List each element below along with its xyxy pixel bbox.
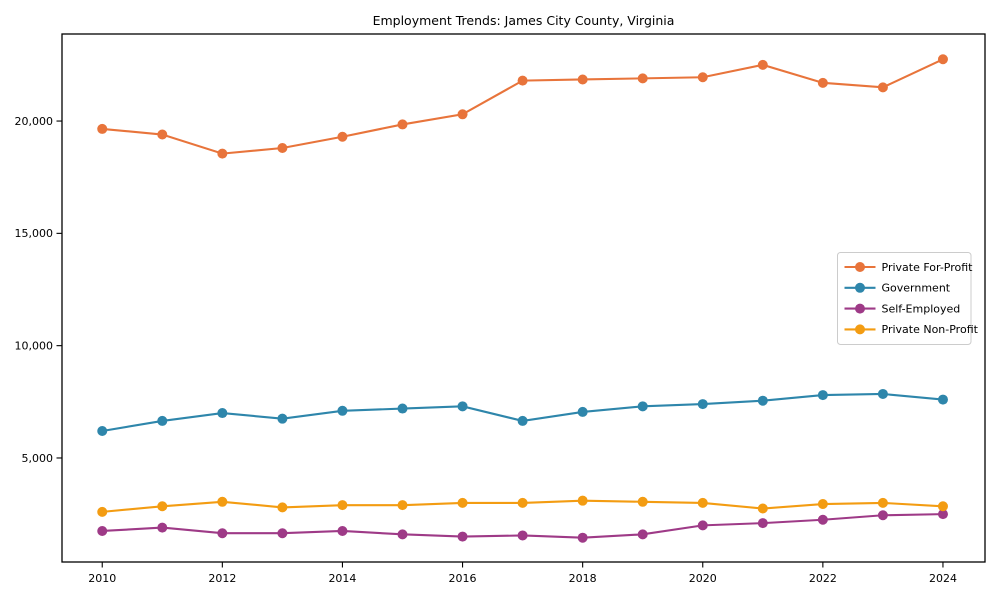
data-point-government-2022 (817, 390, 828, 401)
data-point-private-for-profit-2020 (697, 72, 708, 83)
data-point-government-2021 (757, 395, 768, 406)
data-point-government-2014 (337, 405, 348, 416)
data-point-private-for-profit-2011 (157, 129, 168, 140)
y-axis: 5,000 10,000 15,000 20,000 (15, 115, 62, 465)
data-point-private-for-profit-2019 (637, 73, 648, 84)
data-point-government-2024 (937, 394, 948, 405)
data-point-private-for-profit-2015 (397, 119, 408, 130)
data-point-private-non-profit-2024 (937, 501, 948, 512)
data-point-government-2018 (577, 406, 588, 417)
x-tick-label: 2016 (449, 572, 477, 585)
data-point-private-non-profit-2019 (637, 496, 648, 507)
data-point-private-non-profit-2010 (97, 506, 108, 517)
data-point-private-for-profit-2021 (757, 59, 768, 70)
legend-marker-private-for-profit (855, 262, 865, 272)
legend-box (837, 252, 972, 345)
data-point-self-employed-2014 (337, 525, 348, 536)
data-point-self-employed-2012 (217, 528, 228, 539)
legend-label-government: Government (882, 282, 951, 295)
data-point-self-employed-2019 (637, 529, 648, 540)
data-point-private-non-profit-2012 (217, 496, 228, 507)
legend-marker-government (855, 282, 865, 293)
legend: Private For-Profit Government Self-Employe… (837, 252, 979, 345)
data-point-government-2019 (637, 401, 648, 412)
x-tick-label: 2024 (929, 572, 957, 585)
y-tick-label: 20,000 (15, 115, 54, 128)
x-tick-label: 2022 (809, 572, 837, 585)
x-tick-label: 2018 (569, 572, 597, 585)
data-point-private-non-profit-2021 (757, 503, 768, 514)
data-point-self-employed-2010 (97, 525, 108, 536)
x-tick-label: 2010 (88, 572, 116, 585)
data-point-self-employed-2022 (817, 514, 828, 525)
data-point-self-employed-2024 (937, 509, 948, 520)
data-point-private-for-profit-2022 (817, 77, 828, 88)
plot-area-border (61, 33, 986, 563)
data-point-private-for-profit-2013 (277, 142, 288, 153)
data-point-private-non-profit-2018 (577, 495, 588, 506)
legend-label-private-for-profit: Private For-Profit (882, 261, 974, 274)
legend-label-self-employed: Self-Employed (882, 302, 961, 315)
data-point-private-non-profit-2014 (337, 500, 348, 511)
plot-border (61, 33, 986, 563)
data-point-government-2016 (457, 401, 468, 412)
data-point-government-2023 (877, 388, 888, 399)
data-point-self-employed-2021 (757, 518, 768, 529)
x-tick-label: 2014 (328, 572, 356, 585)
y-tick-label: 5,000 (22, 452, 54, 465)
data-point-private-for-profit-2017 (517, 75, 528, 86)
data-point-private-for-profit-2012 (217, 148, 228, 159)
data-point-self-employed-2016 (457, 531, 468, 542)
legend-marker-private-non-profit (855, 324, 865, 335)
data-point-private-non-profit-2020 (697, 497, 708, 508)
data-point-government-2020 (697, 399, 708, 410)
data-point-self-employed-2017 (517, 530, 528, 541)
legend-label-private-non-profit: Private Non-Profit (882, 323, 979, 336)
data-series (97, 54, 948, 543)
data-point-government-2015 (397, 403, 408, 414)
data-point-self-employed-2013 (277, 528, 288, 539)
data-point-private-for-profit-2024 (937, 54, 948, 65)
data-point-government-2010 (97, 426, 108, 437)
data-point-self-employed-2018 (577, 532, 588, 543)
data-point-government-2012 (217, 408, 228, 419)
data-point-self-employed-2020 (697, 520, 708, 531)
data-point-private-for-profit-2018 (577, 74, 588, 85)
data-point-private-for-profit-2010 (97, 123, 108, 134)
y-tick-label: 10,000 (15, 339, 54, 352)
legend-marker-self-employed (855, 303, 865, 314)
data-point-private-non-profit-2013 (277, 502, 288, 513)
data-point-private-non-profit-2023 (877, 497, 888, 508)
data-point-self-employed-2015 (397, 529, 408, 540)
x-tick-label: 2020 (689, 572, 717, 585)
chart-title: Employment Trends: James City County, Vi… (373, 13, 675, 28)
y-tick-label: 15,000 (15, 227, 54, 240)
data-point-private-for-profit-2016 (457, 109, 468, 120)
data-point-private-non-profit-2022 (817, 499, 828, 510)
data-point-private-for-profit-2023 (877, 82, 888, 93)
data-point-private-non-profit-2011 (157, 501, 168, 512)
data-point-private-non-profit-2016 (457, 497, 468, 508)
data-point-government-2013 (277, 413, 288, 424)
x-axis: 2010 2012 2014 2016 2018 2020 2022 2024 (88, 562, 957, 585)
data-point-self-employed-2023 (877, 510, 888, 521)
data-point-government-2011 (157, 415, 168, 426)
data-point-private-non-profit-2015 (397, 500, 408, 511)
data-point-government-2017 (517, 415, 528, 426)
series-line-private-for-profit (101, 58, 945, 155)
data-point-private-non-profit-2017 (517, 497, 528, 508)
x-tick-label: 2012 (208, 572, 236, 585)
data-point-private-for-profit-2014 (337, 131, 348, 142)
data-point-self-employed-2011 (157, 522, 168, 533)
